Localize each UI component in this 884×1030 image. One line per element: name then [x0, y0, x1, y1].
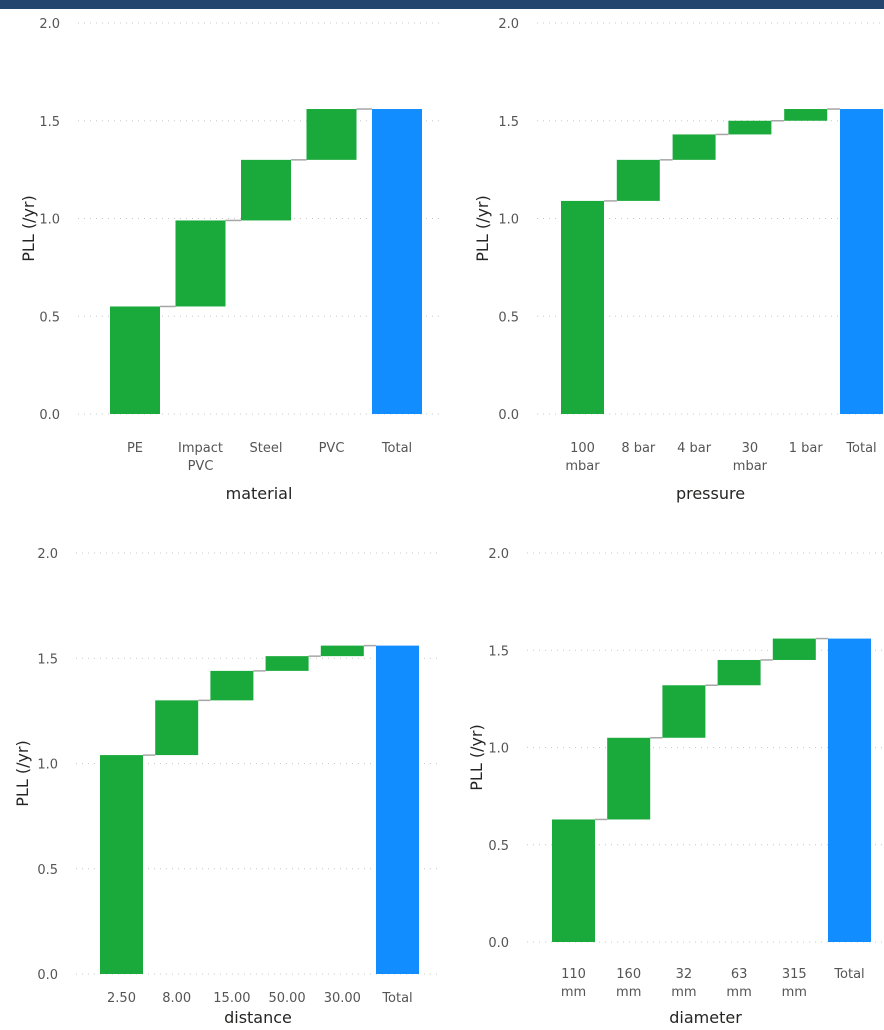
waterfall-bar: [552, 819, 595, 942]
y-tick-label: 0.0: [498, 408, 519, 423]
waterfall-bar: [265, 656, 309, 671]
x-tick-label: 30: [742, 441, 759, 456]
waterfall-bar: [320, 645, 364, 657]
x-axis-label: distance: [224, 1008, 292, 1027]
y-tick-label: 1.5: [498, 115, 519, 130]
y-tick-label: 2.0: [37, 547, 58, 562]
waterfall-bar: [672, 134, 716, 160]
waterfall-bar: [100, 755, 143, 974]
waterfall-bar: [155, 700, 199, 756]
material-waterfall-chart: 0.0 0.5 1.0 1.5 2.0 PLL (/yr) PE Impact PVC Steel…: [19, 17, 440, 503]
waterfall-bar: [784, 109, 828, 121]
waterfall-bar: [306, 109, 357, 160]
y-tick-label: 1.0: [37, 758, 58, 773]
y-tick-label: 1.0: [488, 742, 509, 757]
x-tick-label: 4 bar: [677, 441, 712, 456]
waterfall-bar: [210, 670, 254, 701]
x-tick-label: Total: [381, 441, 412, 456]
x-tick-label: 100: [570, 441, 595, 456]
y-tick-label: 0.0: [39, 408, 60, 423]
x-tick-label: 50.00: [268, 991, 305, 1006]
x-tick-label: 30.00: [324, 991, 361, 1006]
waterfall-bar: [607, 737, 651, 820]
pressure-waterfall-chart: 0.0 0.5 1.0 1.5 2.0 PLL (/yr) 100 mbar 8 bar 4 ba…: [473, 17, 884, 503]
distance-waterfall-chart: 0.0 0.5 1.0 1.5 2.0 PLL (/yr) 2.50 8.00 15.00 50.…: [13, 547, 440, 1027]
waterfall-bar: [728, 120, 772, 135]
x-tick-label: Total: [833, 967, 864, 982]
waterfall-bar: [717, 659, 761, 686]
y-axis-label: PLL (/yr): [467, 724, 486, 790]
y-tick-label: 0.0: [488, 936, 509, 951]
y-tick-label: 1.0: [39, 213, 60, 228]
x-axis-label: material: [226, 484, 293, 503]
waterfall-bar: [772, 638, 816, 660]
x-tick-label: 315: [782, 967, 807, 982]
total-bar: [840, 109, 883, 415]
x-tick-label: Total: [845, 441, 876, 456]
x-tick-label: PVC: [188, 459, 214, 474]
x-tick-label: 8 bar: [621, 441, 656, 456]
x-tick-label: 8.00: [162, 991, 191, 1006]
y-tick-label: 1.0: [498, 213, 519, 228]
y-axis-label: PLL (/yr): [473, 195, 492, 261]
x-tick-label: 15.00: [213, 991, 250, 1006]
x-tick-label: 32: [676, 967, 693, 982]
total-bar: [828, 638, 871, 942]
x-tick-label: mm: [616, 985, 641, 1000]
y-axis-label: PLL (/yr): [13, 740, 32, 806]
y-tick-label: 2.0: [498, 17, 519, 32]
y-tick-label: 0.5: [39, 310, 60, 325]
y-tick-label: 0.5: [488, 839, 509, 854]
x-tick-label: mbar: [565, 459, 600, 474]
total-bar: [376, 645, 419, 974]
x-tick-label: mm: [671, 985, 696, 1000]
y-tick-label: 0.0: [37, 968, 58, 983]
y-tick-label: 1.5: [37, 652, 58, 667]
y-tick-label: 2.0: [39, 17, 60, 32]
x-tick-label: 110: [561, 967, 586, 982]
x-tick-label: 160: [616, 967, 641, 982]
y-tick-label: 0.5: [498, 310, 519, 325]
waterfall-bar: [561, 200, 604, 414]
waterfall-bar: [616, 159, 660, 201]
x-tick-label: Total: [381, 991, 412, 1006]
waterfall-bar: [175, 220, 226, 307]
y-axis-label: PLL (/yr): [19, 195, 38, 261]
x-tick-label: mbar: [733, 459, 768, 474]
top-header-bar: [0, 0, 884, 9]
x-tick-label: mm: [782, 985, 807, 1000]
waterfall-bar: [110, 306, 160, 414]
x-tick-label: Impact: [178, 441, 223, 456]
waterfall-bar: [662, 685, 706, 738]
total-bar: [372, 109, 422, 415]
x-axis-label: diameter: [669, 1008, 742, 1027]
x-tick-label: 2.50: [107, 991, 136, 1006]
x-tick-label: PVC: [319, 441, 345, 456]
x-tick-label: 63: [731, 967, 748, 982]
y-tick-label: 1.5: [39, 115, 60, 130]
y-tick-label: 2.0: [488, 547, 509, 562]
x-axis-label: pressure: [676, 484, 745, 503]
x-tick-label: mm: [726, 985, 751, 1000]
x-tick-label: 1 bar: [789, 441, 824, 456]
x-tick-label: mm: [561, 985, 586, 1000]
x-tick-label: PE: [127, 441, 143, 456]
x-tick-label: Steel: [250, 441, 283, 456]
y-tick-label: 1.5: [488, 644, 509, 659]
waterfall-bar: [241, 159, 291, 221]
y-tick-label: 0.5: [37, 863, 58, 878]
